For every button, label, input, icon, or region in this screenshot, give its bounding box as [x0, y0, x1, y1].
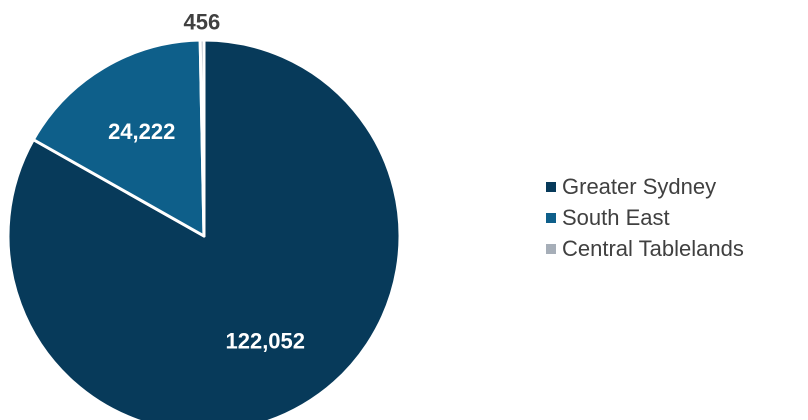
pie-slice-greater-sydney: [6, 38, 402, 420]
data-label-central-tablelands: 456: [184, 10, 221, 35]
legend-item-south-east: South East: [546, 204, 744, 232]
legend-swatch: [546, 182, 556, 192]
pie-slices: [6, 38, 402, 420]
legend-item-central-tablelands: Central Tablelands: [546, 235, 744, 263]
legend-item-greater-sydney: Greater Sydney: [546, 173, 744, 201]
pie-slice-south-east: [31, 38, 206, 238]
legend-label: South East: [562, 205, 670, 230]
legend-label: Central Tablelands: [562, 236, 744, 261]
legend-swatch: [546, 213, 556, 223]
legend-label: Greater Sydney: [562, 174, 717, 199]
chart-legend: Greater Sydney South East Central Tablelan…: [546, 173, 744, 266]
data-label-greater-sydney: 122,052: [225, 328, 305, 353]
pie-slice-central-tablelands: [198, 38, 206, 238]
legend-swatch: [546, 244, 556, 254]
pie-data-labels: 122,052 24,222 456: [108, 10, 305, 354]
data-label-south-east: 24,222: [108, 119, 175, 144]
